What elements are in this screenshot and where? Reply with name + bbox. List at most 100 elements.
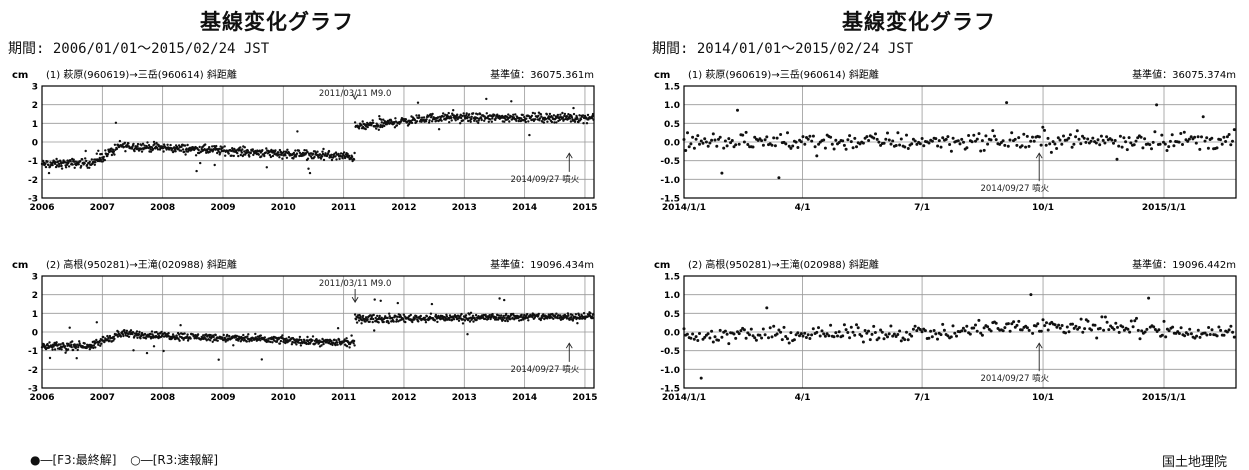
x-tick-label: 2008 xyxy=(150,203,175,213)
annotation-label: 2011/03/11 M9.0 xyxy=(319,89,392,99)
data-point xyxy=(97,149,100,152)
data-point xyxy=(285,337,288,340)
data-point xyxy=(424,120,428,123)
data-point xyxy=(466,333,469,336)
data-point xyxy=(884,137,888,141)
data-point xyxy=(555,121,558,124)
data-point xyxy=(974,323,977,327)
data-point xyxy=(1089,139,1093,143)
data-point xyxy=(930,139,934,143)
data-point xyxy=(780,338,784,342)
data-point xyxy=(851,330,855,334)
data-point xyxy=(1031,331,1035,335)
data-point xyxy=(544,117,548,121)
data-point xyxy=(872,324,876,328)
data-point xyxy=(1010,131,1014,135)
data-point xyxy=(970,140,974,144)
data-point xyxy=(504,319,507,323)
data-point xyxy=(975,329,979,333)
data-point xyxy=(150,330,154,333)
data-point xyxy=(135,330,139,333)
data-point xyxy=(565,115,569,118)
data-point xyxy=(803,331,807,335)
data-point xyxy=(372,313,375,317)
data-point xyxy=(523,313,526,317)
x-tick-label: 2009 xyxy=(210,203,235,213)
data-point xyxy=(796,146,800,149)
data-point xyxy=(1086,319,1090,323)
data-point xyxy=(960,329,964,333)
data-point xyxy=(70,343,73,347)
data-point xyxy=(730,139,734,142)
data-point xyxy=(903,145,907,149)
data-point xyxy=(708,336,712,340)
data-point xyxy=(1051,140,1055,144)
data-point xyxy=(1086,137,1090,141)
data-point xyxy=(1201,115,1205,119)
data-point xyxy=(113,337,116,341)
data-point xyxy=(825,332,829,336)
data-point xyxy=(186,333,189,336)
data-point xyxy=(1117,330,1121,334)
data-point xyxy=(463,319,467,322)
data-point xyxy=(270,148,273,152)
data-point xyxy=(1160,333,1164,337)
data-point xyxy=(751,145,755,149)
data-point xyxy=(350,334,353,337)
data-point xyxy=(78,340,81,343)
data-point xyxy=(1115,157,1119,161)
data-point xyxy=(265,147,268,150)
data-point xyxy=(1145,327,1149,331)
data-point xyxy=(306,157,310,160)
data-point xyxy=(454,119,457,122)
data-point xyxy=(462,119,465,122)
baseline-header: (2) 高根(950281)→王滝(020988) 斜距離 xyxy=(46,258,237,271)
data-point xyxy=(452,318,456,321)
data-point xyxy=(456,113,459,116)
data-point xyxy=(1027,328,1031,332)
data-point xyxy=(136,145,139,148)
data-point xyxy=(910,334,914,338)
data-point xyxy=(699,376,703,380)
data-point xyxy=(491,313,494,316)
data-point xyxy=(250,339,253,342)
data-point xyxy=(591,114,594,118)
data-point xyxy=(442,115,445,118)
data-point xyxy=(195,169,198,173)
data-point xyxy=(1110,138,1114,142)
data-point xyxy=(1006,144,1010,148)
data-point xyxy=(1229,143,1233,147)
data-point xyxy=(503,120,506,123)
data-point xyxy=(241,148,244,151)
data-point xyxy=(718,135,722,139)
data-point xyxy=(537,312,540,316)
data-point xyxy=(64,351,67,354)
data-point xyxy=(125,329,129,332)
data-point xyxy=(321,150,324,153)
data-point xyxy=(112,150,116,153)
data-point xyxy=(972,326,976,330)
data-point xyxy=(817,142,821,146)
data-point xyxy=(1127,136,1131,140)
y-tick-label: 0 xyxy=(32,329,38,339)
data-point xyxy=(425,315,429,318)
data-point xyxy=(592,118,595,121)
data-point xyxy=(566,312,570,315)
data-point xyxy=(794,140,798,144)
data-point xyxy=(133,149,136,153)
data-point xyxy=(906,338,910,342)
data-point xyxy=(723,139,727,143)
data-point xyxy=(402,318,405,321)
data-point xyxy=(936,144,940,148)
data-point xyxy=(90,158,94,161)
data-point xyxy=(246,149,249,152)
data-point xyxy=(52,345,55,348)
data-point xyxy=(149,148,152,151)
data-point xyxy=(335,158,338,161)
data-point xyxy=(330,153,333,156)
data-point xyxy=(88,348,92,351)
data-point xyxy=(882,337,886,341)
data-point xyxy=(737,332,741,336)
data-point xyxy=(520,313,523,317)
data-point xyxy=(1138,337,1142,341)
